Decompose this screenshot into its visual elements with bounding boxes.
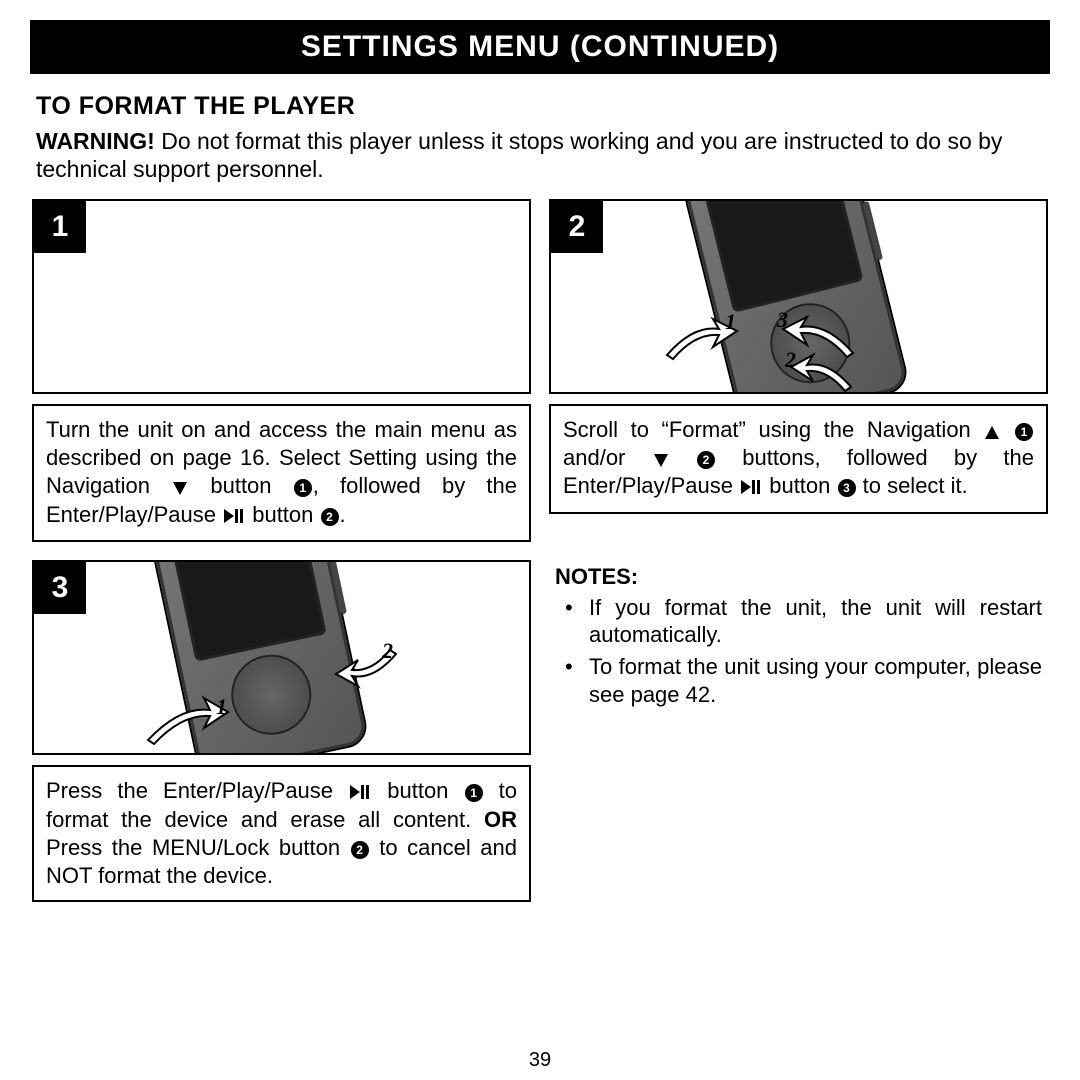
circled-3-icon: 3 (838, 479, 856, 497)
page-number: 39 (0, 1049, 1080, 1072)
callout-number: 1 (216, 694, 227, 720)
callout-number: 1 (725, 309, 736, 335)
notes-title: NOTES: (555, 564, 1042, 590)
play-pause-icon (741, 473, 761, 501)
section-title: TO FORMAT THE PLAYER (36, 92, 1050, 121)
callout-arrow-1: 1 (140, 692, 230, 755)
warning-body: Do not format this player unless it stop… (36, 128, 1002, 182)
text-fragment: button (246, 502, 319, 527)
callout-number: 2 (785, 347, 796, 373)
down-triangle-icon (173, 482, 187, 495)
text-fragment: to select it. (857, 473, 968, 498)
text-fragment: button (189, 473, 293, 498)
play-pause-icon (224, 502, 244, 530)
or-emphasis: OR (484, 807, 517, 832)
step-3: 3 1 2 Press the Enter/Play/Pause button … (32, 560, 531, 903)
circled-2-icon: 2 (321, 508, 339, 526)
text-fragment: Press the MENU/Lock button (46, 835, 350, 860)
callout-arrow-2: 2 (334, 644, 404, 699)
callout-arrow-2: 2 (789, 349, 859, 394)
up-triangle-icon (985, 426, 999, 439)
play-pause-icon (350, 778, 370, 806)
text-fragment: button (372, 778, 463, 803)
step-2-badge: 2 (551, 201, 603, 253)
note-item: To format the unit using your computer, … (555, 653, 1042, 708)
circled-1-icon: 1 (1015, 423, 1033, 441)
page-header: SETTINGS MENU (CONTINUED) (30, 20, 1050, 74)
warning-paragraph: WARNING! Do not format this player unles… (30, 127, 1050, 199)
text-fragment: Press the Enter/Play/Pause (46, 778, 348, 803)
step-1-text: Turn the unit on and access the main men… (32, 404, 531, 542)
text-fragment: and/or (563, 445, 652, 470)
callout-number: 3 (777, 307, 788, 333)
steps-grid: 1 Turn the unit on and access the main m… (30, 199, 1050, 902)
step-2-text: Scroll to “Format” using the Navigation … (549, 404, 1048, 513)
circled-1-icon: 1 (294, 479, 312, 497)
step-3-text: Press the Enter/Play/Pause button 1 to f… (32, 765, 531, 903)
note-item: If you format the unit, the unit will re… (555, 594, 1042, 649)
step-1-badge: 1 (34, 201, 86, 253)
callout-arrow-1: 1 (659, 311, 739, 376)
step-1-figure: 1 (32, 199, 531, 394)
text-fragment: Scroll to “Format” using the Navigation (563, 417, 983, 442)
circled-2-icon: 2 (351, 841, 369, 859)
circled-1-icon: 1 (465, 784, 483, 802)
notes-block: NOTES: If you format the unit, the unit … (549, 560, 1048, 903)
step-3-badge: 3 (34, 562, 86, 614)
manual-page: SETTINGS MENU (CONTINUED) TO FORMAT THE … (0, 0, 1080, 1080)
callout-number: 2 (382, 638, 393, 664)
circled-2-icon: 2 (697, 451, 715, 469)
step-3-figure: 3 1 2 (32, 560, 531, 755)
text-fragment: . (340, 502, 346, 527)
warning-label: WARNING! (36, 128, 155, 154)
down-triangle-icon (654, 454, 668, 467)
step-2-figure: 2 1 3 2 (549, 199, 1048, 394)
step-1: 1 Turn the unit on and access the main m… (32, 199, 531, 542)
step-2: 2 1 3 2 (549, 199, 1048, 542)
text-fragment: button (763, 473, 836, 498)
